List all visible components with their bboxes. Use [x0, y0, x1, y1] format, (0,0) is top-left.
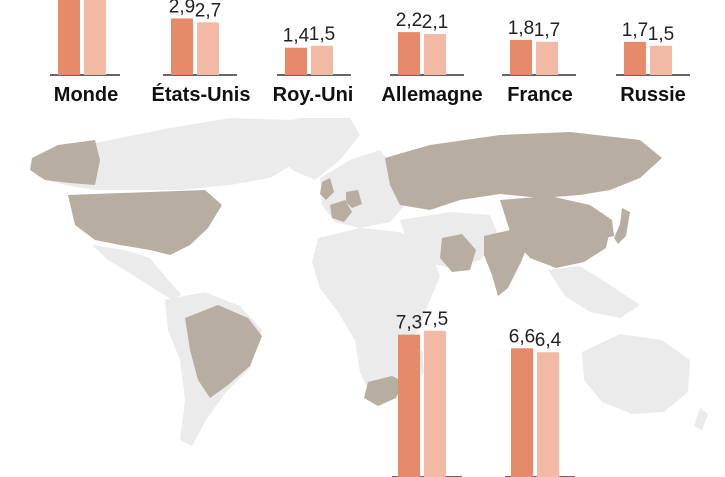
map-south-africa: [364, 376, 404, 406]
map-usa: [68, 190, 222, 255]
map-greenland: [250, 118, 360, 180]
value-label-1-1: 2,7: [195, 0, 221, 21]
value-label-2-1: 1,5: [309, 24, 335, 45]
category-label-4: France: [507, 84, 573, 106]
bar-7-0: [511, 348, 533, 477]
bar-2-0: [285, 47, 307, 75]
value-label-4-0: 1,8: [508, 18, 534, 39]
bar-3-1: [424, 34, 446, 75]
map-japan: [614, 208, 630, 244]
map-alaska: [30, 140, 100, 185]
map-australia: [582, 334, 690, 414]
value-label-2-0: 1,4: [283, 26, 310, 47]
map-canada: [30, 118, 315, 190]
value-label-3-1: 2,1: [422, 12, 448, 33]
bar-6-0: [398, 334, 420, 477]
value-label-5-0: 1,7: [622, 20, 648, 41]
bar-1-0: [171, 18, 193, 75]
bar-6-1: [424, 330, 446, 477]
value-label-4-1: 1,7: [534, 20, 560, 41]
map-uk: [320, 178, 334, 200]
category-label-0: Monde: [54, 84, 118, 106]
bar-1-1: [197, 22, 219, 76]
bar-5-1: [650, 45, 672, 75]
value-label-6-1: 7,5: [422, 309, 448, 330]
map-china: [500, 196, 612, 268]
value-label-3-0: 2,2: [396, 10, 422, 31]
map-southeast-asia: [548, 266, 640, 318]
value-label-1-0: 2,9: [169, 0, 195, 17]
map-brazil: [185, 305, 262, 398]
map-india: [484, 230, 530, 296]
category-label-2: Roy.-Uni: [273, 84, 354, 106]
bar-0-0: [58, 0, 80, 75]
map-central-america: [92, 245, 182, 300]
map-korea: [604, 220, 614, 238]
map-new-zealand: [694, 408, 708, 430]
category-label-3: Allemagne: [381, 84, 482, 106]
value-label-7-0: 6,6: [509, 326, 535, 347]
value-label-6-0: 7,3: [396, 313, 422, 334]
category-label-5: Russie: [620, 84, 686, 106]
bar-7-1: [537, 352, 559, 477]
bar-4-0: [510, 39, 532, 75]
value-label-5-1: 1,5: [648, 24, 674, 45]
map-saudi-arabia: [440, 234, 476, 272]
bar-2-1: [311, 45, 333, 75]
map-france: [330, 200, 352, 222]
map-germany: [346, 190, 362, 208]
bar-3-0: [398, 32, 420, 75]
value-label-7-1: 6,4: [535, 330, 562, 351]
category-label-1: États-Unis: [152, 83, 251, 106]
bar-4-1: [536, 41, 558, 75]
bar-5-0: [624, 41, 646, 75]
bar-0-1: [84, 0, 106, 75]
map-russia: [385, 132, 662, 210]
